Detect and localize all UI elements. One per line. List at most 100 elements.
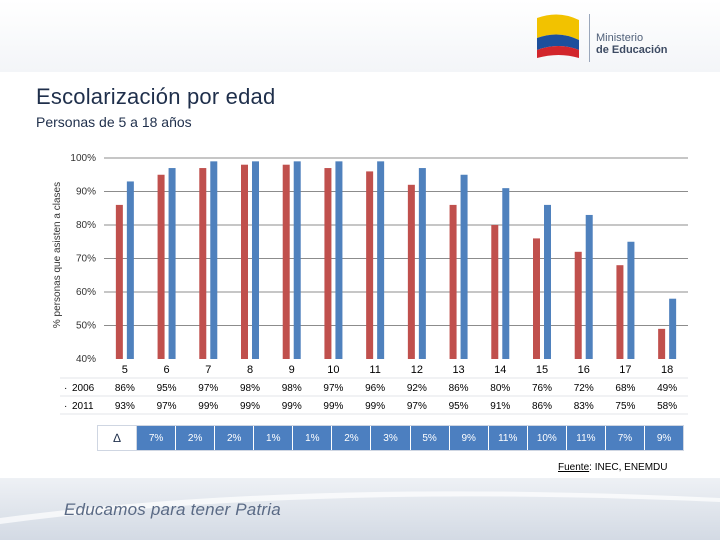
y-tick-label: 70%	[76, 254, 96, 265]
category-label: 11	[369, 364, 380, 376]
bar-2011	[168, 168, 176, 359]
bar-2011	[293, 161, 301, 359]
value-label-2006: 80%	[490, 383, 510, 394]
delta-cell: 9%	[645, 426, 684, 450]
value-label-2011: 99%	[365, 401, 385, 412]
delta-cell: 11%	[488, 426, 528, 450]
value-label-2011: 86%	[532, 401, 552, 412]
delta-cell: 11%	[566, 426, 606, 450]
bar-2006	[616, 265, 624, 359]
value-label-2011: 99%	[198, 401, 218, 412]
bar-2011	[627, 241, 635, 359]
legend-entry-2006: 2006	[72, 383, 95, 394]
value-label-2006: 68%	[615, 383, 635, 394]
value-label-2011: 99%	[323, 401, 343, 412]
legend-marker: ·	[64, 401, 67, 412]
bar-2011	[335, 161, 343, 359]
delta-cell: 10%	[527, 426, 567, 450]
logo-line1: Ministerio	[596, 32, 644, 44]
bar-2006	[157, 174, 165, 359]
header-band	[0, 0, 720, 72]
value-label-2006: 98%	[240, 383, 260, 394]
y-tick-label: 100%	[70, 153, 96, 164]
legend-marker: ·	[64, 383, 67, 394]
delta-symbol: ∆	[98, 426, 137, 450]
ministry-logo-text: Ministerio de Educación	[596, 32, 668, 56]
bar-2006	[449, 204, 457, 359]
value-label-2011: 83%	[574, 401, 594, 412]
value-label-2006: 72%	[574, 383, 594, 394]
value-label-2011: 91%	[490, 401, 510, 412]
delta-cell: 1%	[254, 426, 294, 450]
y-tick-label: 60%	[76, 287, 96, 298]
bar-2006	[241, 164, 248, 359]
bar-2006	[282, 164, 290, 359]
value-label-2006: 86%	[449, 383, 469, 394]
category-label: 15	[536, 364, 548, 376]
bar-2006	[366, 171, 374, 359]
delta-table: ∆ 7% 2% 2% 1% 1% 2% 3% 5% 9% 11% 10% 11%…	[97, 425, 684, 451]
delta-cell: 7%	[605, 426, 646, 450]
delta-cell: 9%	[449, 426, 489, 450]
value-label-2011: 95%	[449, 401, 469, 412]
value-label-2011: 99%	[240, 401, 260, 412]
value-label-2006: 97%	[323, 383, 343, 394]
logo-divider	[589, 14, 590, 62]
bar-2011	[460, 174, 468, 359]
category-label: 5	[122, 364, 128, 376]
y-tick-label: 80%	[76, 220, 96, 231]
bar-2006	[574, 251, 582, 359]
y-tick-label: 40%	[76, 354, 96, 365]
source-note: Fuente: INEC, ENEMDU	[558, 462, 667, 473]
footer-slogan: Educamos para tener Patria	[64, 500, 281, 519]
bar-2006	[324, 168, 332, 359]
value-label-2011: 97%	[157, 401, 177, 412]
ministry-logo	[537, 14, 590, 62]
bar-2011	[544, 204, 551, 359]
bar-2011	[377, 161, 385, 359]
delta-cell: 2%	[215, 426, 255, 450]
bar-2011	[418, 168, 426, 359]
category-label: 7	[205, 364, 211, 376]
footer-swoosh	[0, 491, 720, 524]
category-label: 12	[411, 364, 423, 376]
legend-entry-2011: 2011	[72, 401, 94, 412]
value-label-2006: 98%	[282, 383, 302, 394]
value-label-2011: 75%	[615, 401, 635, 412]
bar-2011	[210, 161, 218, 359]
value-label-2011: 93%	[115, 401, 135, 412]
category-label: 14	[494, 364, 506, 376]
bar-2006	[533, 238, 540, 359]
value-label-2006: 49%	[657, 383, 677, 394]
delta-cell: 7%	[137, 426, 177, 450]
page-title: Escolarización por edad	[36, 84, 276, 109]
category-label: 9	[289, 364, 295, 376]
bar-2011	[126, 181, 134, 359]
category-label: 16	[578, 364, 590, 376]
category-label: 13	[452, 364, 464, 376]
value-label-2006: 76%	[532, 383, 552, 394]
bar-2011	[252, 161, 259, 359]
y-tick-label: 50%	[76, 321, 96, 332]
category-label: 18	[661, 364, 673, 376]
category-label: 10	[327, 364, 339, 376]
bar-2006	[658, 328, 666, 359]
value-label-2006: 97%	[198, 383, 218, 394]
value-label-2006: 92%	[407, 383, 427, 394]
category-label: 8	[247, 364, 253, 376]
category-label: 6	[164, 364, 170, 376]
bar-2011	[502, 188, 510, 359]
value-label-2006: 86%	[115, 383, 135, 394]
bar-2006	[491, 225, 499, 359]
page-subtitle: Personas de 5 a 18 años	[36, 114, 192, 130]
logo-flag-yellow	[537, 14, 579, 40]
value-label-2011: 58%	[657, 401, 677, 412]
y-tick-label: 90%	[76, 187, 96, 198]
delta-cell: 5%	[410, 426, 450, 450]
bar-chart: 40% 50% 60% 70% 80% 90% 100% 5 86% 93% 6 95% 97% 7 97%…	[60, 153, 688, 415]
source-label: Fuente	[558, 462, 590, 473]
delta-cell: 2%	[176, 426, 216, 450]
bar-2006	[407, 184, 415, 359]
value-label-2006: 95%	[157, 383, 177, 394]
value-label-2011: 99%	[282, 401, 302, 412]
